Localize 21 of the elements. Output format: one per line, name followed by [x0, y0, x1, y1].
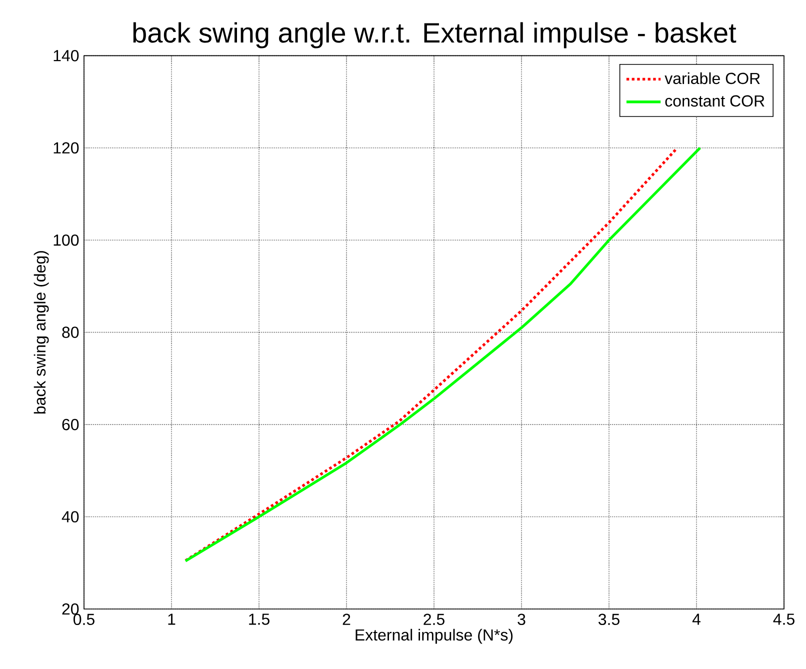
y-tick-label: 120	[54, 142, 79, 154]
x-tick-label: 2	[342, 614, 350, 625]
legend-label: constant COR	[665, 95, 764, 107]
chart-title: back swing angle w.r.t. External impulse - basket	[133, 22, 736, 48]
x-tick-label: 4	[692, 614, 700, 625]
y-tick-label: 100	[54, 234, 79, 246]
y-tick-label: 40	[62, 511, 79, 522]
y-axis-title: back swing angle (deg)	[34, 251, 49, 414]
x-tick-label: 1	[168, 614, 176, 625]
x-tick-label: 3.5	[598, 614, 620, 626]
x-tick-label: 1.5	[249, 614, 270, 625]
y-tick-label: 80	[62, 326, 79, 338]
y-tick-label: 140	[54, 50, 79, 62]
x-tick-label: 0.5	[74, 614, 94, 626]
legend-label: variable COR	[664, 72, 760, 84]
y-tick-label: 20	[62, 603, 79, 615]
x-tick-label: 2.5	[424, 614, 444, 626]
y-tick-label: 60	[62, 418, 79, 430]
x-tick-label: 4.5	[773, 614, 794, 625]
x-axis-title: External impulse (N*s)	[356, 628, 513, 644]
x-tick-label: 3	[518, 614, 526, 626]
